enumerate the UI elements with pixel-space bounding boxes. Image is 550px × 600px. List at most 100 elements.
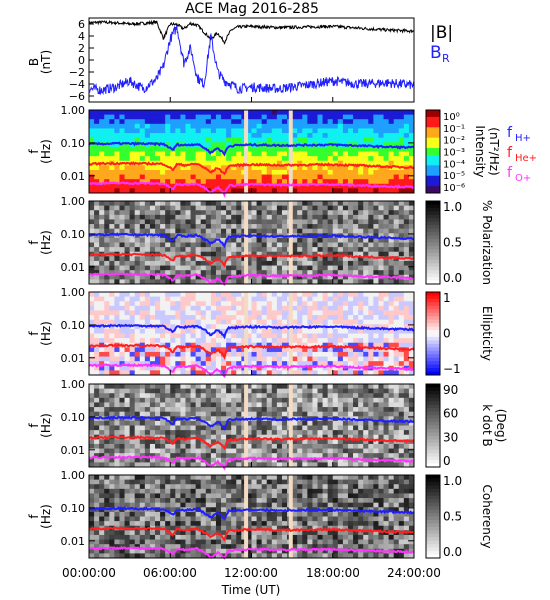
heatmap-cell: [165, 279, 171, 285]
heatmap-cell: [170, 301, 176, 307]
heatmap-cell: [297, 347, 303, 353]
heatmap-cell: [165, 251, 171, 257]
heatmap-cell: [383, 233, 390, 239]
heatmap-cell: [353, 328, 359, 334]
heatmap-cell: [347, 443, 354, 449]
heatmap-cell: [155, 142, 161, 148]
heatmap-cell: [388, 251, 395, 257]
heatmap-cell: [271, 265, 278, 271]
heatmap-cell: [180, 188, 186, 194]
heatmap-cell: [236, 174, 242, 180]
heatmap-cell: [160, 462, 166, 468]
heatmap-cell: [114, 146, 120, 152]
heatmap-cell: [134, 296, 141, 302]
heatmap-cell: [322, 453, 329, 459]
heatmap-cell: [363, 347, 369, 353]
heatmap-cell: [358, 430, 364, 436]
heatmap-cell: [129, 210, 136, 216]
heatmap-cell: [155, 214, 161, 220]
heatmap-cell: [129, 110, 136, 116]
heatmap-cell: [155, 384, 161, 390]
heatmap-cell: [180, 370, 186, 376]
heatmap-cell: [99, 119, 105, 125]
heatmap-cell: [373, 110, 379, 116]
heatmap-cell: [200, 156, 207, 162]
heatmap-cell: [302, 224, 308, 230]
heatmap-cell: [231, 462, 237, 468]
heatmap-cell: [114, 315, 120, 321]
colorbar-segment: [426, 371, 440, 376]
heatmap-cell: [200, 448, 207, 454]
colorbar-segment: [426, 456, 440, 461]
heatmap-cell: [347, 188, 354, 194]
heatmap-cell: [292, 462, 298, 468]
heatmap-cell: [378, 328, 384, 334]
heatmap-cell: [180, 351, 186, 357]
heatmap-cell: [89, 356, 95, 362]
heatmap-cell: [261, 453, 268, 459]
heatmap-cell: [347, 347, 354, 353]
heatmap-cell: [129, 279, 136, 285]
heatmap-cell: [185, 156, 191, 162]
heatmap-cell: [246, 370, 252, 376]
heatmap-cell: [236, 319, 242, 325]
heatmap-cell: [170, 123, 176, 129]
heatmap-cell: [342, 397, 349, 403]
heatmap-cell: [378, 292, 384, 298]
heatmap-cell: [246, 296, 252, 302]
heatmap-cell: [114, 443, 120, 449]
heatmap-cell: [271, 453, 278, 459]
heatmap-cell: [129, 484, 136, 490]
heatmap-cell: [353, 279, 359, 285]
heatmap-cell: [378, 443, 384, 449]
heatmap-cell: [200, 402, 207, 408]
heatmap-cell: [302, 411, 308, 417]
heatmap-cell: [281, 123, 288, 129]
heatmap-cell: [307, 174, 313, 180]
heatmap-cell: [292, 219, 298, 225]
heatmap-cell: [195, 214, 202, 220]
heatmap-cell: [226, 393, 232, 399]
heatmap-cell: [373, 462, 379, 468]
heatmap-cell: [297, 420, 303, 426]
colorbar-segment: [426, 110, 440, 114]
heatmap-cell: [129, 448, 136, 454]
heatmap-cell: [215, 425, 222, 431]
heatmap-cell: [332, 151, 339, 157]
heatmap-cell: [180, 251, 186, 257]
heatmap-cell: [236, 402, 242, 408]
heatmap-cell: [210, 114, 217, 120]
heatmap-cell: [175, 439, 181, 445]
heatmap-cell: [327, 219, 334, 225]
heatmap-cell: [302, 393, 308, 399]
heatmap-cell: [261, 347, 268, 353]
heatmap-cell: [195, 274, 202, 280]
heatmap-cell: [139, 425, 146, 431]
heatmap-cell: [180, 133, 186, 139]
heatmap-cell: [271, 448, 278, 454]
heatmap-cell: [89, 484, 95, 490]
heatmap-cell: [144, 411, 151, 417]
heatmap-cell: [378, 270, 384, 276]
heatmap-cell: [170, 169, 176, 175]
heatmap-cell: [312, 351, 318, 357]
heatmap-cell: [134, 443, 141, 449]
heatmap-cell: [327, 393, 334, 399]
heatmap-cell: [373, 251, 379, 257]
heatmap-cell: [175, 188, 181, 194]
heatmap-cell: [144, 201, 151, 207]
heatmap-cell: [109, 516, 115, 522]
heatmap-cell: [215, 342, 222, 348]
heatmap-cell: [205, 310, 212, 316]
heatmap-cell: [170, 397, 176, 403]
heatmap-cell: [347, 133, 354, 139]
heatmap-cell: [327, 305, 334, 311]
heatmap-cell: [200, 114, 207, 120]
heatmap-cell: [180, 402, 186, 408]
heatmap-cell: [383, 448, 390, 454]
heatmap-cell: [149, 301, 156, 307]
heatmap-cell: [241, 146, 247, 152]
heatmap-cell: [231, 201, 237, 207]
heatmap-cell: [312, 114, 318, 120]
heatmap-cell: [236, 188, 242, 194]
